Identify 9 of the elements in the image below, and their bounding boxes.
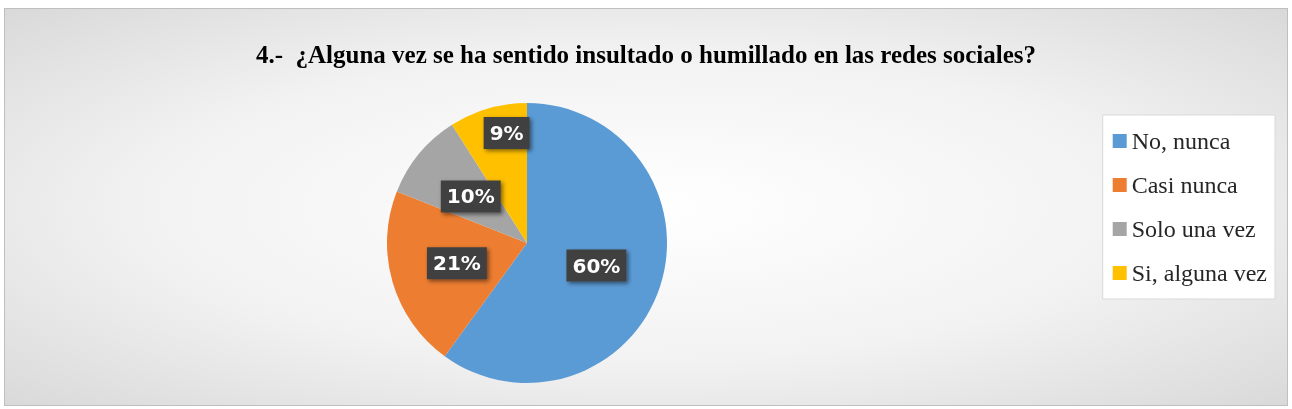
chart-title: 4.- ¿Alguna vez se ha sentido insultado o humillado en las redes sociales? xyxy=(255,41,1037,68)
data-label: 21% xyxy=(432,251,481,276)
legend-label: Si, alguna vez xyxy=(1131,260,1267,286)
data-label: 60% xyxy=(572,253,621,278)
data-label: 10% xyxy=(446,184,495,209)
data-label: 9% xyxy=(489,120,524,145)
legend-label: Casi nunca xyxy=(1131,172,1239,198)
legend-label: No, nunca xyxy=(1131,128,1231,154)
legend-label: Solo una vez xyxy=(1131,216,1256,242)
